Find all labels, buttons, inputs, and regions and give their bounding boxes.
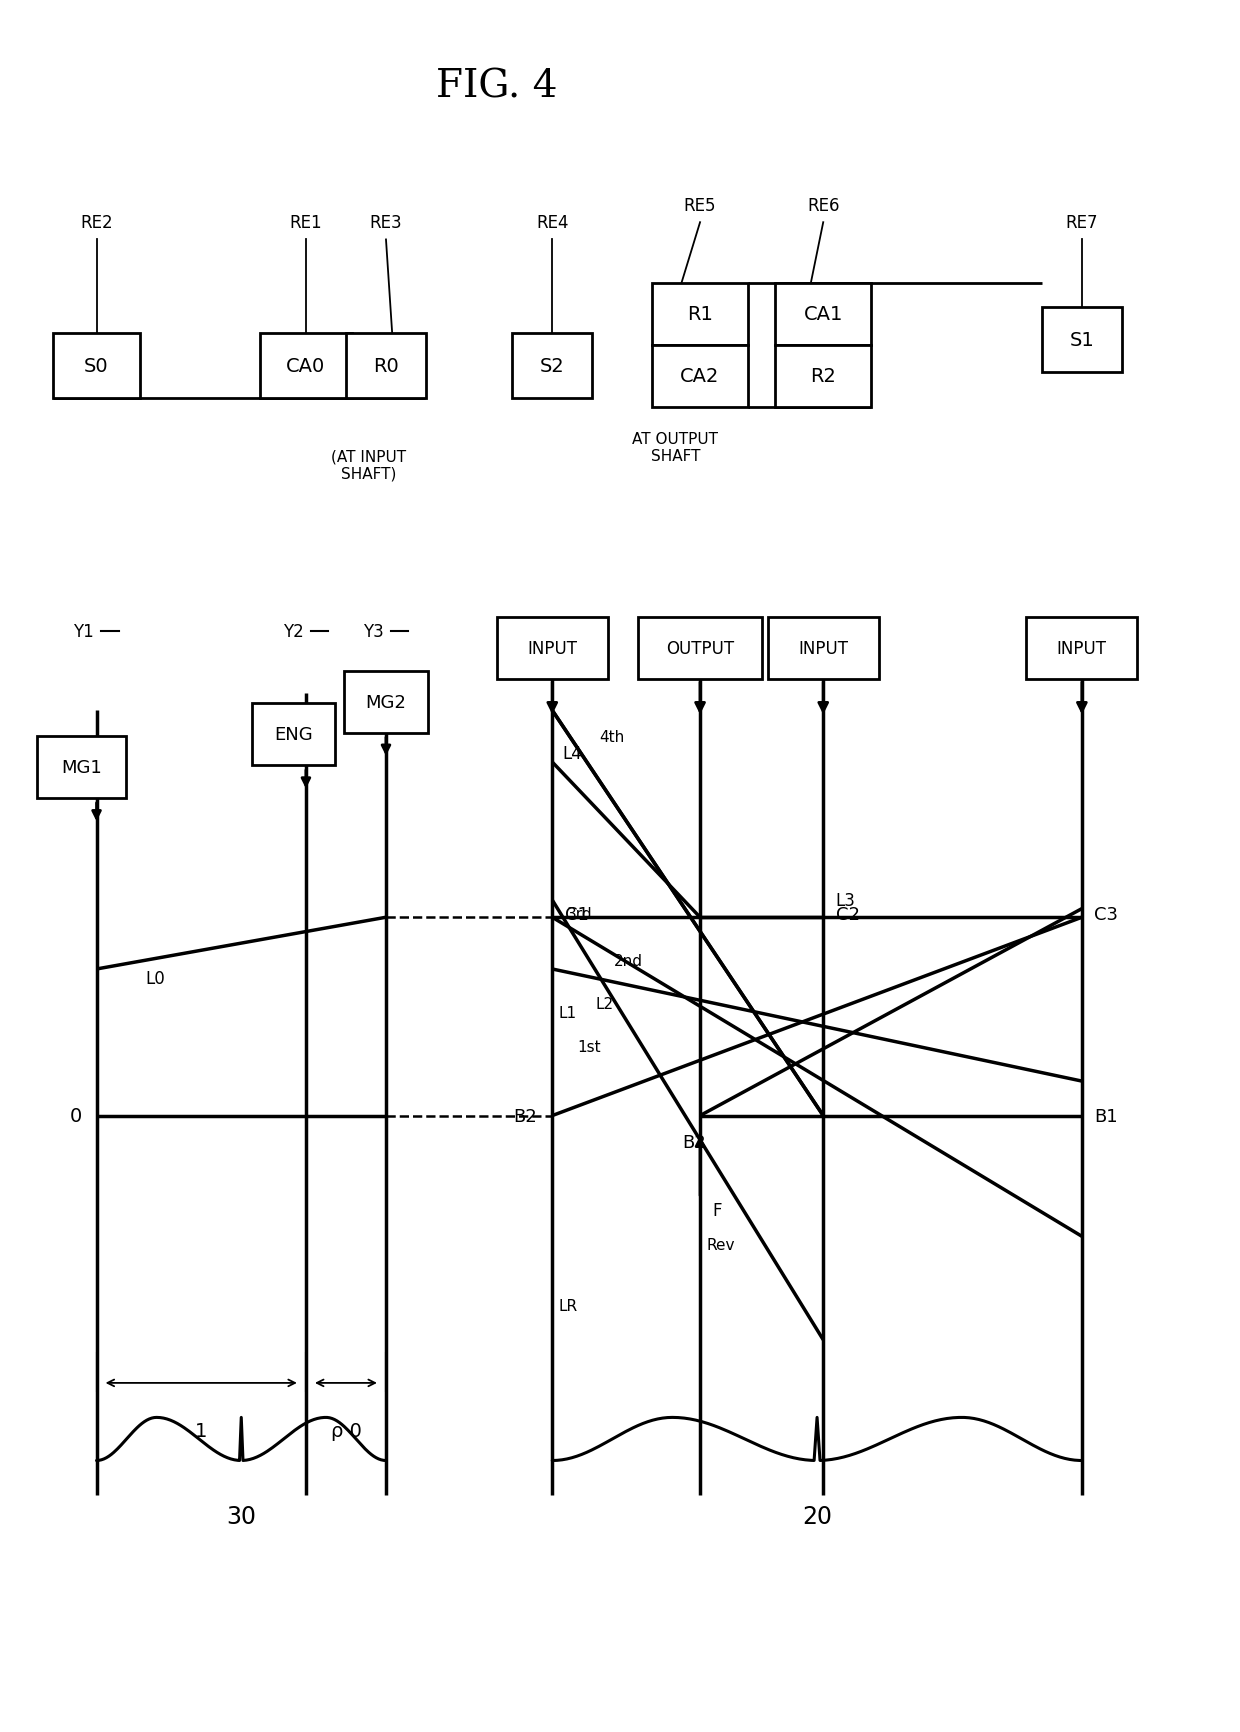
FancyBboxPatch shape xyxy=(259,333,352,398)
Text: 1st: 1st xyxy=(577,1039,600,1055)
Text: Y2: Y2 xyxy=(283,622,304,641)
FancyBboxPatch shape xyxy=(652,284,748,345)
Text: L2: L2 xyxy=(595,996,614,1011)
Text: INPUT: INPUT xyxy=(799,639,848,658)
Text: C3: C3 xyxy=(1094,906,1118,923)
Text: B2: B2 xyxy=(682,1133,706,1152)
Text: B1: B1 xyxy=(1094,1107,1117,1124)
Text: S2: S2 xyxy=(539,357,564,376)
Text: S0: S0 xyxy=(84,357,109,376)
Text: 2nd: 2nd xyxy=(614,953,642,968)
Text: CA0: CA0 xyxy=(286,357,326,376)
Text: RE4: RE4 xyxy=(536,213,568,232)
Text: RE5: RE5 xyxy=(683,196,717,215)
Text: R2: R2 xyxy=(810,367,836,386)
Text: AT OUTPUT
SHAFT: AT OUTPUT SHAFT xyxy=(632,431,718,464)
FancyBboxPatch shape xyxy=(53,333,140,398)
Text: C1: C1 xyxy=(564,906,589,923)
FancyBboxPatch shape xyxy=(652,345,748,407)
FancyBboxPatch shape xyxy=(497,618,608,681)
Text: RE3: RE3 xyxy=(370,213,402,232)
FancyBboxPatch shape xyxy=(639,618,761,681)
Text: Y5: Y5 xyxy=(677,622,698,641)
Text: LR: LR xyxy=(558,1297,578,1313)
Text: F: F xyxy=(712,1202,722,1219)
Text: RE6: RE6 xyxy=(807,196,839,215)
Text: INPUT: INPUT xyxy=(1056,639,1107,658)
Text: Y6: Y6 xyxy=(800,622,821,641)
Text: C2: C2 xyxy=(836,906,859,923)
Text: ENG: ENG xyxy=(274,726,312,745)
Text: B2: B2 xyxy=(513,1107,537,1124)
Text: 1: 1 xyxy=(195,1420,207,1439)
Text: 3rd: 3rd xyxy=(567,906,593,921)
Text: L0: L0 xyxy=(146,968,166,987)
Text: 4th: 4th xyxy=(599,729,624,745)
FancyBboxPatch shape xyxy=(252,703,336,766)
FancyBboxPatch shape xyxy=(512,333,593,398)
Text: CA2: CA2 xyxy=(681,367,719,386)
Text: S1: S1 xyxy=(1069,331,1094,350)
FancyBboxPatch shape xyxy=(345,672,428,733)
Text: Y3: Y3 xyxy=(363,622,383,641)
FancyBboxPatch shape xyxy=(775,284,872,345)
Text: Y7: Y7 xyxy=(1059,622,1079,641)
Text: OUTPUT: OUTPUT xyxy=(666,639,734,658)
Text: Y1: Y1 xyxy=(73,622,94,641)
Text: MG1: MG1 xyxy=(62,759,102,776)
Text: RE2: RE2 xyxy=(81,213,113,232)
Text: Rev: Rev xyxy=(707,1238,735,1252)
Text: 30: 30 xyxy=(226,1503,257,1528)
Text: Y4: Y4 xyxy=(529,622,549,641)
FancyBboxPatch shape xyxy=(1042,308,1122,372)
Text: MG2: MG2 xyxy=(366,693,407,712)
FancyBboxPatch shape xyxy=(1027,618,1137,681)
FancyBboxPatch shape xyxy=(775,345,872,407)
Text: L3: L3 xyxy=(836,892,856,909)
FancyBboxPatch shape xyxy=(346,333,427,398)
Text: R0: R0 xyxy=(373,357,399,376)
Text: CA1: CA1 xyxy=(804,305,843,324)
Text: 20: 20 xyxy=(802,1503,832,1528)
Text: 0: 0 xyxy=(69,1107,82,1126)
Text: FIG. 4: FIG. 4 xyxy=(436,68,558,106)
Text: L4: L4 xyxy=(562,745,582,764)
Text: RE7: RE7 xyxy=(1065,213,1099,232)
Text: RE1: RE1 xyxy=(290,213,322,232)
Text: R1: R1 xyxy=(687,305,713,324)
FancyBboxPatch shape xyxy=(37,736,126,798)
Text: (AT INPUT
SHAFT): (AT INPUT SHAFT) xyxy=(331,449,407,481)
Text: ρ 0: ρ 0 xyxy=(331,1420,361,1439)
Text: INPUT: INPUT xyxy=(527,639,578,658)
FancyBboxPatch shape xyxy=(768,618,879,681)
Text: L1: L1 xyxy=(558,1005,577,1020)
